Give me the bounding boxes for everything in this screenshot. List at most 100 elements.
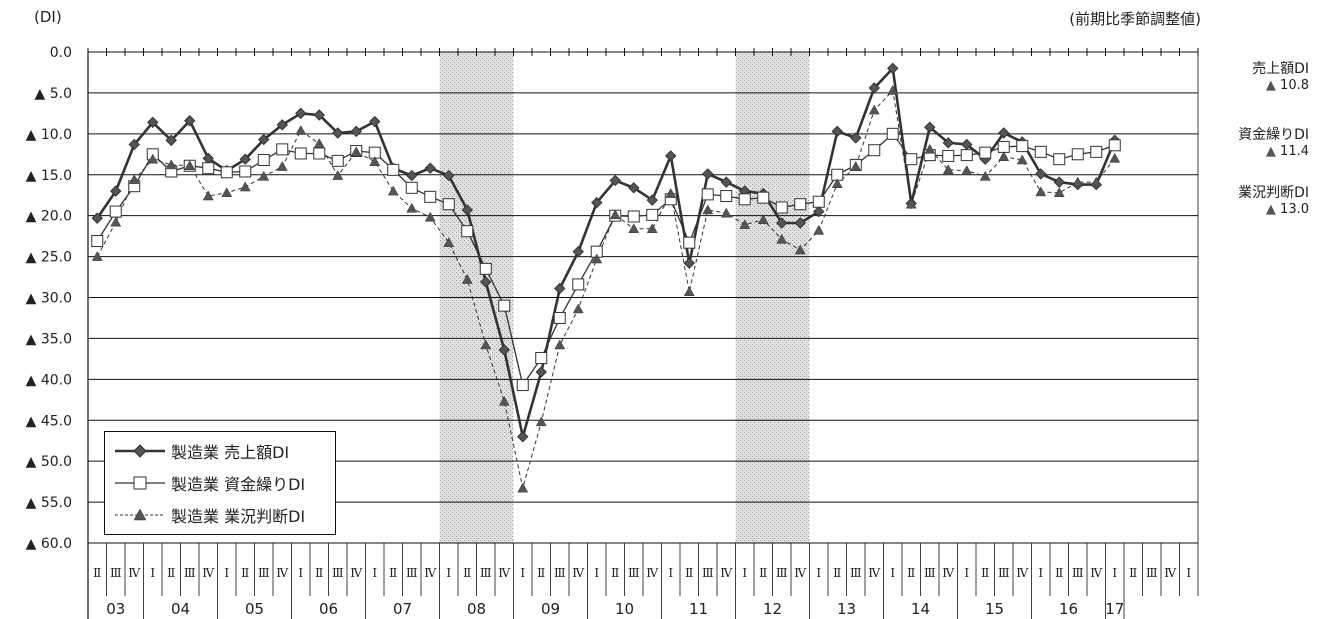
- quarter-label: Ⅰ: [150, 566, 155, 580]
- quarter-label: Ⅳ: [1016, 566, 1029, 580]
- year-label: 09: [541, 600, 560, 618]
- business-point: [110, 216, 122, 227]
- funding-point: [738, 193, 751, 206]
- funding-point: [572, 278, 585, 291]
- year-label: 07: [393, 600, 412, 618]
- sales-point: [850, 132, 862, 144]
- y-tick-label: ▲ 45.0: [26, 413, 72, 429]
- annotation-sales-label: 売上額DI: [1252, 61, 1309, 77]
- quarter-label: Ⅰ: [1112, 566, 1117, 580]
- annotation-business: 業況判断DI ▲ 13.0: [1238, 182, 1309, 217]
- sales-point: [646, 194, 658, 206]
- year-label: 11: [689, 600, 708, 618]
- series-line-2: [96, 89, 1116, 489]
- quarter-label: Ⅳ: [1090, 566, 1103, 580]
- legend-item-business: 製造業 業況判断DI: [113, 502, 305, 528]
- funding-point: [757, 191, 770, 204]
- y-tick-label: ▲ 15.0: [26, 168, 72, 184]
- quarter-label: Ⅳ: [276, 566, 289, 580]
- quarter-label: Ⅰ: [964, 566, 969, 580]
- business-point: [387, 185, 399, 196]
- quarter-label: Ⅳ: [572, 566, 585, 580]
- quarter-label: Ⅱ: [611, 566, 619, 580]
- sales-point: [572, 245, 584, 258]
- sales-point: [1053, 176, 1065, 188]
- sales-point: [165, 134, 177, 147]
- business-point: [369, 156, 381, 166]
- sales-point: [794, 217, 806, 229]
- sales-point: [461, 204, 473, 216]
- business-point: [239, 181, 251, 192]
- funding-point: [812, 195, 825, 208]
- y-tick-label: ▲ 5.0: [35, 86, 72, 102]
- quarter-label: Ⅲ: [554, 566, 566, 580]
- funding-point: [331, 154, 344, 167]
- sales-point: [258, 133, 270, 146]
- legend-item-funding: 製造業 資金繰りDI: [113, 470, 305, 496]
- year-label: 13: [837, 600, 856, 618]
- business-point: [942, 164, 954, 175]
- year-label: 04: [171, 600, 190, 618]
- y-tick-label: ▲ 50.0: [26, 454, 72, 470]
- quarter-label: Ⅱ: [759, 566, 767, 580]
- business-point: [1072, 176, 1084, 187]
- quarter-label: Ⅳ: [720, 566, 733, 580]
- business-point: [831, 178, 843, 189]
- funding-point: [91, 235, 104, 248]
- business-point: [424, 211, 436, 222]
- business-point: [332, 170, 344, 180]
- business-point: [609, 209, 621, 220]
- funding-point: [220, 166, 233, 179]
- annotation-funding-value: 11.4: [1280, 144, 1309, 159]
- funding-point: [1016, 140, 1029, 153]
- year-label: 05: [245, 600, 264, 618]
- triangle-icon: ▲: [1265, 202, 1281, 217]
- funding-point: [886, 127, 899, 140]
- sales-point: [554, 282, 566, 295]
- sales-point: [406, 169, 418, 182]
- business-point: [1090, 176, 1102, 187]
- sales-point: [998, 127, 1010, 139]
- sales-point: [332, 127, 344, 139]
- triangle-icon: ▲: [1265, 78, 1281, 93]
- sales-point: [720, 176, 732, 188]
- legend-item-sales: 製造業 売上額DI: [113, 438, 289, 464]
- sales-point: [813, 205, 825, 218]
- business-point: [184, 160, 196, 170]
- funding-point: [313, 147, 326, 160]
- business-point: [498, 395, 510, 406]
- business-point: [776, 233, 788, 244]
- funding-point: [516, 379, 529, 392]
- y-tick-label: ▲ 30.0: [26, 291, 72, 307]
- year-label: 08: [467, 600, 486, 618]
- quarter-label: Ⅰ: [372, 566, 377, 580]
- business-point: [295, 125, 307, 135]
- annotation-sales-value: 10.8: [1280, 78, 1309, 93]
- funding-point: [1071, 148, 1084, 161]
- sales-point: [924, 121, 936, 133]
- y-axis-label: (DI): [34, 8, 62, 26]
- business-point: [702, 204, 714, 215]
- funding-point: [720, 190, 733, 203]
- sales-point: [628, 182, 640, 194]
- quarter-label: Ⅰ: [298, 566, 303, 580]
- funding-point: [1034, 145, 1047, 158]
- legend-label-sales: 製造業 売上額DI: [171, 443, 290, 462]
- quarter-label: Ⅲ: [406, 566, 418, 580]
- quarter-label: Ⅲ: [258, 566, 270, 580]
- funding-point: [498, 299, 511, 312]
- quarter-label: Ⅱ: [907, 566, 915, 580]
- annotation-business-label: 業況判断DI: [1238, 185, 1309, 201]
- business-point: [739, 219, 751, 229]
- sales-point: [1035, 168, 1047, 180]
- funding-point: [1108, 139, 1121, 152]
- business-point: [961, 165, 973, 175]
- business-point: [221, 187, 233, 198]
- funding-point: [202, 162, 215, 175]
- annotation-funding-label: 資金繰りDI: [1238, 127, 1309, 143]
- quarter-label: Ⅱ: [833, 566, 841, 580]
- funding-point: [1053, 153, 1066, 166]
- annotation-business-value: 13.0: [1280, 202, 1309, 217]
- business-point: [128, 174, 140, 184]
